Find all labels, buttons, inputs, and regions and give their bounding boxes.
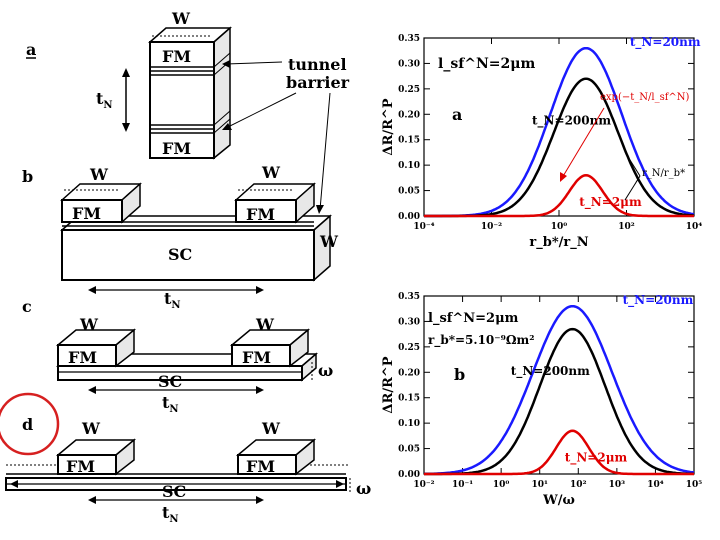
fm-label-d-right: FM [246, 457, 275, 476]
y-tick-label: 0.15 [398, 136, 420, 146]
y-tick-label: 0.20 [398, 110, 420, 120]
fm-label-a-top: FM [162, 47, 191, 66]
tunnel-barrier-label-2: barrier [286, 73, 350, 92]
w-label-d-left: W [81, 419, 101, 438]
x-tick-label: 10⁻² [481, 222, 502, 232]
y-tick-label: 0.25 [398, 85, 420, 95]
series-label-0: t_N=20nm [630, 35, 701, 50]
x-tick-label: 10³ [609, 480, 626, 490]
series-label-2: t_N=2μm [565, 450, 628, 465]
series-line-0 [424, 46, 695, 218]
w-label-c-left: W [79, 315, 99, 334]
x-axis-label: r_b*/r_N [529, 235, 588, 250]
panel-d-highlight-circle [0, 392, 60, 456]
y-tick-label: 0.25 [398, 343, 420, 353]
x-tick-label: 10⁻⁴ [413, 222, 434, 232]
sc-label-c: SC [158, 372, 182, 391]
y-tick-label: 0.05 [398, 187, 420, 197]
x-tick-label: 10⁴ [647, 480, 664, 490]
sc-label-d: SC [162, 482, 186, 501]
panel-c-device [55, 328, 319, 382]
series-line-2 [424, 174, 694, 218]
panel-b-device [60, 182, 332, 282]
series-label-1: t_N=200nm [532, 113, 611, 128]
w-label-b-side: W [319, 232, 339, 251]
tn-label-c: tN [162, 393, 179, 415]
x-tick-label: 10⁻¹ [452, 480, 473, 490]
chart-a-panel-label: a [452, 105, 462, 124]
panel-label-a: a [26, 40, 36, 59]
x-tick-label: 10⁰ [493, 480, 510, 490]
omega-label-c: ω [318, 361, 333, 380]
omega-label-d: ω [356, 479, 371, 498]
chart-a-lsf-annotation: l_sf^N=2μm [438, 56, 535, 72]
w-label-d-right: W [261, 419, 281, 438]
x-tick-label: 10² [618, 222, 635, 232]
y-tick-label: 0.30 [398, 59, 420, 69]
x-tick-label: 10⁰ [551, 222, 568, 232]
fm-label-d-left: FM [66, 457, 95, 476]
tunnel-barrier-label-1: tunnel [288, 55, 347, 74]
x-tick-label: 10¹ [531, 480, 548, 490]
chart-b-panel-label: b [454, 365, 465, 384]
panel-d-device [5, 438, 350, 491]
x-tick-label: 10⁵ [686, 480, 703, 490]
w-label-b-right: W [261, 163, 281, 182]
y-tick-label: 0.05 [398, 445, 420, 455]
series-label-2: t_N=2μm [579, 195, 642, 210]
panel-label-c: c [22, 297, 32, 316]
fm-label-b-left: FM [72, 204, 101, 223]
chart-a-rn-rb-annotation: r_N/r_b* [642, 168, 685, 179]
series-line-0 [423, 304, 695, 476]
chart-b-rb-annotation: r_b*=5.10⁻⁹Ωm² [428, 333, 535, 348]
fm-label-b-right: FM [246, 205, 275, 224]
y-axis-label: ΔR/R^P [381, 98, 396, 155]
w-label-b-left: W [89, 165, 109, 184]
x-tick-label: 10⁻² [413, 480, 434, 490]
y-tick-label: 0.10 [398, 419, 420, 429]
y-tick-label: 0.00 [398, 470, 420, 480]
series-label-0: t_N=20nm [623, 293, 694, 308]
y-tick-label: 0.10 [398, 161, 420, 171]
y-tick-label: 0.35 [398, 34, 420, 44]
y-tick-label: 0.20 [398, 368, 420, 378]
w-label-a: W [171, 9, 191, 28]
sc-label-b: SC [168, 245, 192, 264]
chart-a-exp-annotation: exp(−t_N/l_sf^N) [600, 92, 690, 103]
y-axis-label: ΔR/R^P [381, 356, 396, 413]
chart-b: 0.00 0.05 0.10 0.15 0.20 0.25 0.30 0.35 10⁻² 10⁻¹… [381, 292, 702, 508]
x-axis-label: W/ω [542, 493, 575, 508]
y-tick-label: 0.35 [398, 292, 420, 302]
chart-b-lsf-annotation: l_sf^N=2μm [428, 311, 519, 326]
y-tick-label: 0.00 [398, 212, 420, 222]
x-tick-label: 10² [570, 480, 587, 490]
fm-label-c-left: FM [68, 348, 97, 367]
panel-label-b: b [22, 167, 33, 186]
chart-frame [423, 295, 695, 475]
series-line-2 [424, 429, 694, 476]
fm-label-a-bottom: FM [162, 139, 191, 158]
tn-label-b: tN [164, 289, 181, 311]
chart-a: 0.00 0.05 0.10 0.15 0.20 0.25 0.30 0.35 10⁻⁴ 10⁻²… [381, 34, 702, 250]
panel-label-d: d [22, 415, 33, 434]
w-label-c-right: W [255, 315, 275, 334]
y-tick-label: 0.30 [398, 317, 420, 327]
x-tick-label: 10⁴ [686, 222, 703, 232]
tn-label-d: tN [162, 503, 179, 525]
tn-label-a: tN [96, 89, 113, 111]
series-label-1: t_N=200nm [511, 364, 590, 379]
fm-label-c-right: FM [242, 348, 271, 367]
y-tick-label: 0.15 [398, 394, 420, 404]
